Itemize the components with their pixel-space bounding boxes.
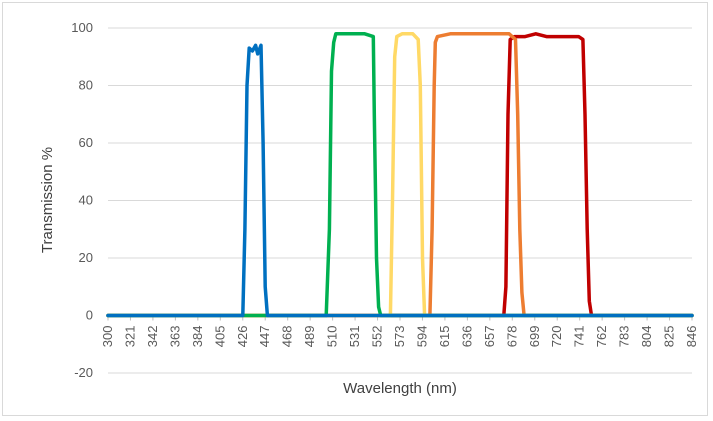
x-tick-label: 825 [662,326,677,348]
x-tick-label: 510 [325,326,340,348]
series-line-5 [106,43,694,318]
y-tick-label: 0 [86,308,93,323]
series-line-3 [106,32,694,318]
x-tick-label: 384 [190,326,205,348]
x-tick-label: 636 [459,326,474,348]
x-tick-label: 552 [370,326,385,348]
x-tick-label: 846 [684,326,699,348]
x-tick-label: 594 [414,326,429,348]
x-tick-label: 804 [639,326,654,348]
x-tick-label: 657 [482,326,497,348]
x-tick-label: 720 [549,326,564,348]
y-tick-label: 20 [79,250,93,265]
x-tick-label: 573 [392,326,407,348]
x-tick-label: 342 [145,326,160,348]
x-tick-label: 699 [527,326,542,348]
y-tick-label: 60 [79,135,93,150]
series-line-2 [106,32,694,318]
x-tick-label: 489 [302,326,317,348]
x-tick-label: 615 [437,326,452,348]
chart-frame [2,2,708,416]
x-axis-title: Wavelength (nm) [343,380,457,397]
y-axis-title: Transmission % [39,147,56,253]
series-line-4 [106,32,694,318]
series-line-1 [106,32,694,318]
x-tick-label: 405 [212,326,227,348]
x-tick-label: 447 [257,326,272,348]
x-tick-label: 321 [122,326,137,348]
x-tick-label: 468 [280,326,295,348]
x-tick-label: 783 [617,326,632,348]
y-tick-label: 40 [79,193,93,208]
y-tick-label: 100 [71,20,93,35]
y-tick-label: -20 [74,365,93,380]
x-tick-label: 426 [235,326,250,348]
x-tick-label: 741 [572,326,587,348]
x-tick-label: 762 [594,326,609,348]
x-tick-label: 363 [167,326,182,348]
x-tick-label: 678 [504,326,519,348]
x-tick-label: 300 [100,326,115,348]
x-tick-label: 531 [347,326,362,348]
y-tick-label: 80 [79,78,93,93]
